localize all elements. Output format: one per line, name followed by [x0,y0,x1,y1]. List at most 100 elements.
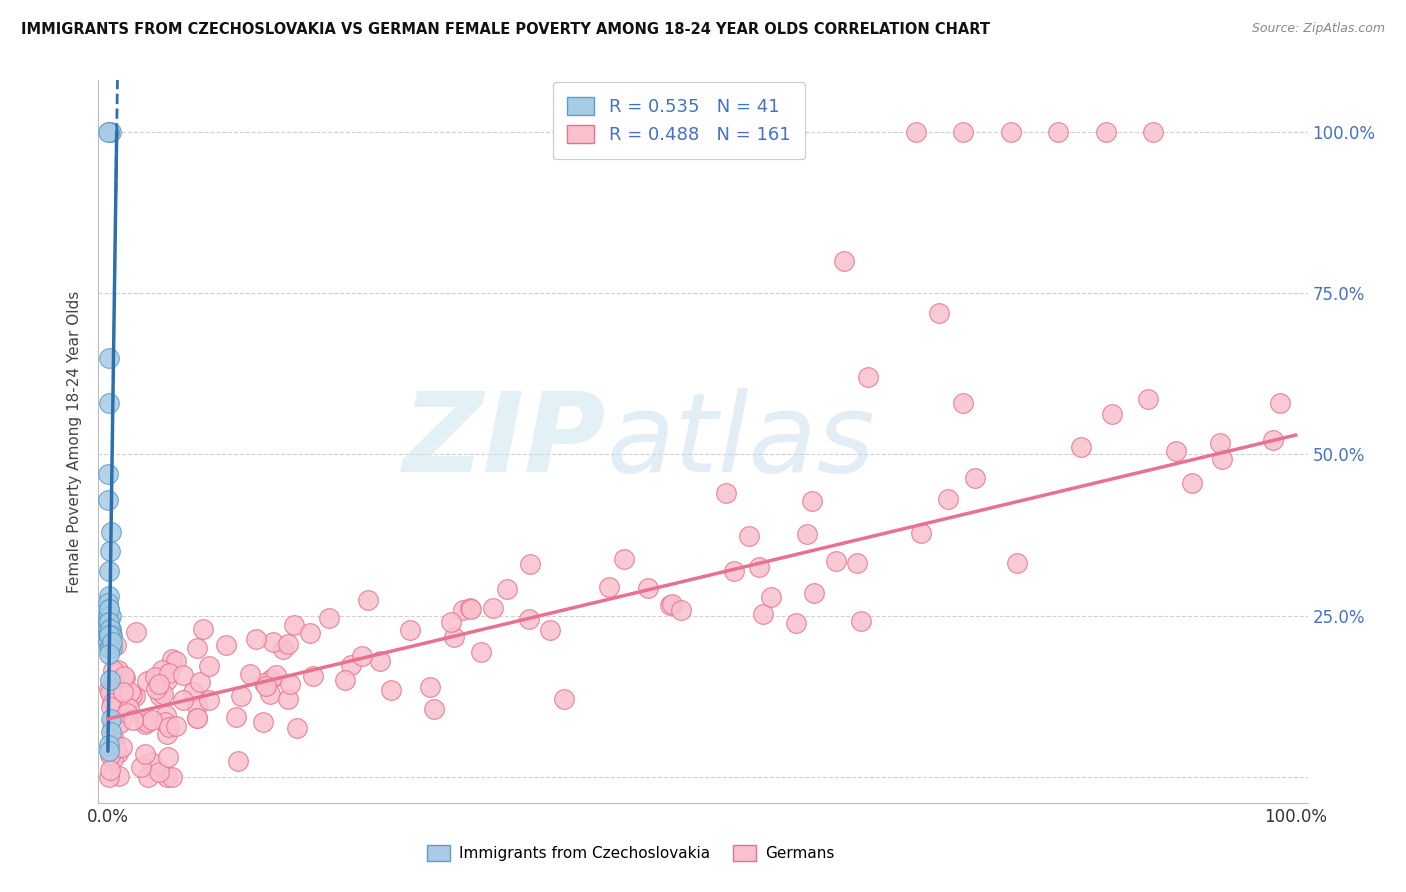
Point [785,615,807,630]
Point [1268,396,1291,410]
Point [108,671,131,685]
Point [352,648,374,663]
Point [157,719,180,733]
Point [278,677,301,691]
Point [803,586,825,600]
Point [553,692,575,706]
Point [98,544,121,558]
Point [100,628,122,642]
Point [165,654,187,668]
Text: IMMIGRANTS FROM CZECHOSLOVAKIA VS GERMAN FEMALE POVERTY AMONG 18-24 YEAR OLDS CO: IMMIGRANTS FROM CZECHOSLOVAKIA VS GERMAN… [21,22,990,37]
Point [97,640,120,655]
Point [1142,125,1164,139]
Point [215,638,238,652]
Point [910,526,932,541]
Point [440,615,463,630]
Point [299,625,322,640]
Point [1261,434,1284,448]
Point [136,714,159,729]
Point [260,672,283,686]
Point [97,608,120,623]
Point [318,611,340,625]
Point [105,687,128,701]
Point [496,582,519,596]
Point [856,370,879,384]
Point [482,600,505,615]
Point [225,710,247,724]
Point [266,668,288,682]
Point [98,590,121,604]
Point [100,685,122,699]
Point [714,486,737,500]
Point [105,667,128,681]
Point [97,628,120,642]
Point [97,125,120,139]
Point [188,674,211,689]
Point [98,396,121,410]
Point [100,628,122,642]
Point [172,693,194,707]
Point [824,554,846,568]
Point [97,596,120,610]
Point [301,669,323,683]
Point [108,714,131,728]
Point [101,752,124,766]
Point [114,671,136,685]
Point [273,642,295,657]
Point [98,744,121,758]
Point [399,623,422,637]
Point [458,600,481,615]
Point [107,702,129,716]
Point [517,612,540,626]
Point [254,680,277,694]
Point [117,706,139,720]
Point [1047,125,1070,139]
Point [252,715,274,730]
Point [197,693,219,707]
Point [101,714,124,729]
Point [100,524,122,539]
Point [849,614,872,628]
Point [186,641,208,656]
Point [98,648,121,662]
Point [162,652,184,666]
Point [97,125,120,139]
Point [1209,436,1232,450]
Point [156,673,179,688]
Point [423,702,446,716]
Point [97,602,120,616]
Point [186,699,208,714]
Point [928,305,950,319]
Point [1181,476,1204,491]
Point [112,685,135,699]
Point [259,687,281,701]
Point [148,764,170,779]
Point [800,494,823,508]
Point [101,640,124,655]
Point [283,617,305,632]
Point [1164,444,1187,458]
Point [98,564,121,578]
Point [141,713,163,727]
Point [519,557,541,571]
Point [156,727,179,741]
Point [226,755,249,769]
Point [333,673,356,688]
Point [100,125,122,139]
Point [198,659,221,673]
Point [669,603,692,617]
Point [104,737,127,751]
Point [738,529,761,543]
Point [186,711,208,725]
Point [357,593,380,607]
Text: ZIP: ZIP [402,388,606,495]
Point [110,715,132,730]
Point [1101,407,1123,421]
Point [145,670,167,684]
Point [172,667,194,681]
Point [1136,392,1159,407]
Point [157,666,180,681]
Point [136,770,159,784]
Point [121,688,143,702]
Point [277,637,299,651]
